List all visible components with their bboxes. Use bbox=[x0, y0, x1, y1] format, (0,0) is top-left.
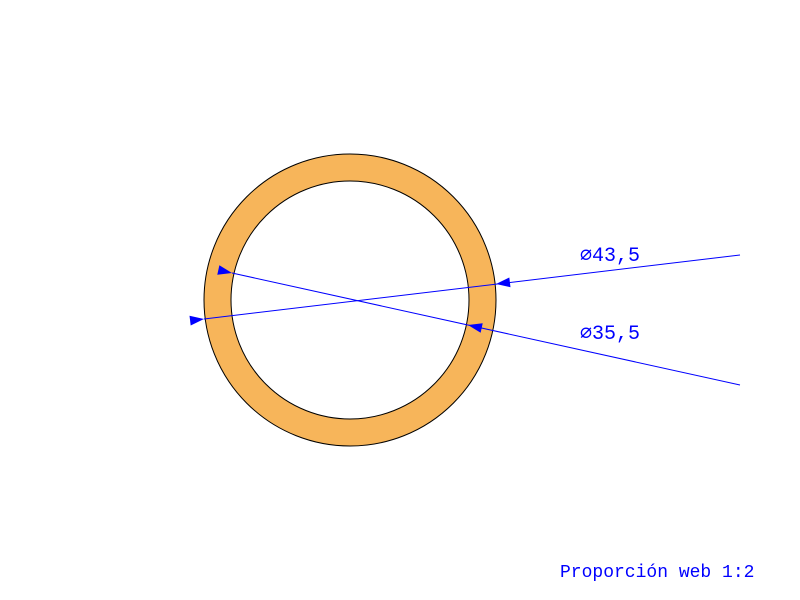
diameter-symbol: ⌀ bbox=[580, 245, 592, 268]
diagram-svg bbox=[0, 0, 800, 600]
dimension-outer-arrow-start bbox=[190, 316, 204, 326]
dimension-inner-label: ⌀35,5 bbox=[580, 320, 640, 346]
drawing-canvas: ⌀43,5 ⌀35,5 Proporción web 1:2 bbox=[0, 0, 800, 600]
dimension-inner-value: 35,5 bbox=[592, 323, 640, 346]
dimension-outer-value: 43,5 bbox=[592, 245, 640, 268]
scale-footer: Proporción web 1:2 bbox=[560, 563, 754, 583]
ring-fill bbox=[204, 154, 496, 446]
dimension-outer-arrow-end bbox=[496, 277, 510, 287]
dimension-outer-label: ⌀43,5 bbox=[580, 242, 640, 268]
diameter-symbol: ⌀ bbox=[580, 323, 592, 346]
